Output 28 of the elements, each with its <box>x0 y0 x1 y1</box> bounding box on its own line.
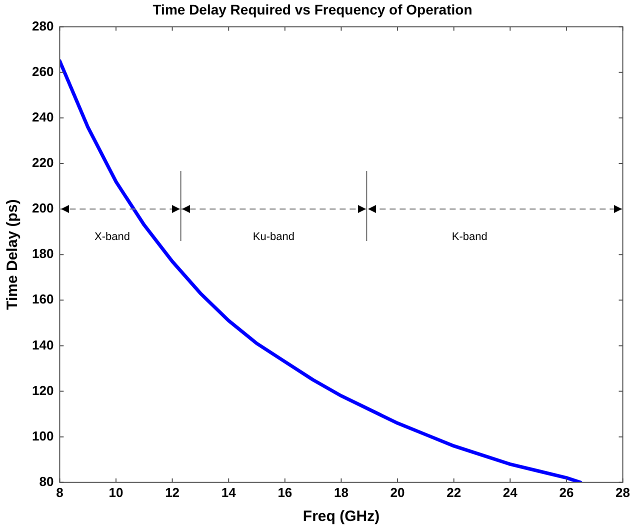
annotation: Ku-band <box>252 231 294 244</box>
y-tick-label: 80 <box>39 474 54 489</box>
x-tick-label: 12 <box>165 484 180 500</box>
y-tick-label: 200 <box>32 200 54 216</box>
x-tick-label: 24 <box>502 484 518 500</box>
x-tick-label: 10 <box>108 484 124 500</box>
y-tick-label: 280 <box>32 18 54 34</box>
y-tick-label: 100 <box>32 428 54 444</box>
y-tick-label: 220 <box>32 155 54 170</box>
x-tick-label: 20 <box>390 484 405 500</box>
x-tick-label: 26 <box>559 484 574 500</box>
x-tick-label: 22 <box>446 484 462 500</box>
y-tick-label: 120 <box>32 382 54 398</box>
x-axis-title: Freq (GHz) <box>302 508 380 526</box>
x-tick-label: 16 <box>278 484 292 500</box>
y-axis-title: Time Delay (ps) <box>4 199 22 310</box>
y-tick-label: 260 <box>32 64 54 79</box>
x-tick-label: 8 <box>56 484 64 500</box>
annotation: K-band <box>452 231 488 244</box>
annotation: X-band <box>94 231 130 244</box>
x-tick-label: 14 <box>221 484 237 500</box>
y-tick-label: 160 <box>32 292 54 307</box>
y-tick-label: 240 <box>32 110 54 124</box>
y-tick-label: 140 <box>32 337 54 352</box>
chart-title: Time Delay Required vs Frequency of Operation <box>152 1 472 18</box>
x-tick-label: 28 <box>616 484 630 500</box>
y-tick-label: 180 <box>32 246 54 262</box>
x-tick-label: 18 <box>334 484 348 500</box>
